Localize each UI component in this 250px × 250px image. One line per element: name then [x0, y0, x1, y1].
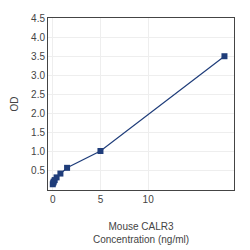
svg-text:0.5: 0.5 — [31, 165, 45, 176]
svg-text:0: 0 — [50, 194, 56, 205]
svg-text:3.0: 3.0 — [31, 70, 45, 81]
svg-text:4.5: 4.5 — [31, 13, 45, 24]
svg-text:3.5: 3.5 — [31, 51, 45, 62]
svg-text:10: 10 — [143, 194, 155, 205]
svg-text:OD: OD — [9, 97, 20, 112]
svg-text:4.0: 4.0 — [31, 32, 45, 43]
svg-text:2.0: 2.0 — [31, 108, 45, 119]
svg-text:Mouse CALR3Concentration (ng/m: Mouse CALR3Concentration (ng/ml) — [93, 221, 189, 245]
svg-text:5: 5 — [98, 194, 104, 205]
svg-text:2.5: 2.5 — [31, 89, 45, 100]
svg-text:1.5: 1.5 — [31, 127, 45, 138]
svg-text:1.0: 1.0 — [31, 146, 45, 157]
